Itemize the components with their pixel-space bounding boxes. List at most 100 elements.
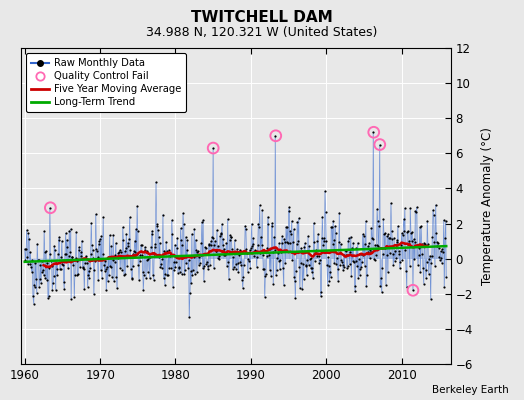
Point <box>319 242 328 248</box>
Point <box>376 141 384 148</box>
Point <box>261 272 269 279</box>
Point <box>423 218 432 224</box>
Point <box>89 255 97 261</box>
Point <box>326 274 335 280</box>
Point <box>382 281 390 288</box>
Point <box>242 226 250 232</box>
Point <box>77 249 85 256</box>
Point <box>279 282 288 288</box>
Point <box>297 245 305 251</box>
Point <box>267 273 275 279</box>
Point <box>112 240 120 246</box>
Point <box>183 236 192 243</box>
Point <box>29 293 37 300</box>
Point <box>331 223 339 229</box>
Point <box>385 235 394 241</box>
Point <box>226 234 235 240</box>
Legend: Raw Monthly Data, Quality Control Fail, Five Year Moving Average, Long-Term Tren: Raw Monthly Data, Quality Control Fail, … <box>26 53 187 112</box>
Point <box>302 272 311 278</box>
Point <box>84 272 92 278</box>
Point <box>434 245 443 251</box>
Point <box>337 257 345 264</box>
Point <box>196 260 204 266</box>
Point <box>377 289 386 295</box>
Point <box>377 275 385 282</box>
Point <box>165 265 173 271</box>
Point <box>259 252 267 258</box>
Point <box>405 238 413 244</box>
Point <box>414 262 422 268</box>
Point <box>411 208 420 214</box>
Point <box>299 261 307 268</box>
Point <box>274 250 282 256</box>
Point <box>321 188 329 194</box>
Point <box>348 258 357 264</box>
Point <box>193 249 202 255</box>
Point <box>438 246 446 252</box>
Point <box>442 274 451 280</box>
Point <box>136 258 145 264</box>
Point <box>344 238 353 244</box>
Point <box>247 245 255 251</box>
Point <box>215 252 223 259</box>
Point <box>222 240 231 246</box>
Point <box>57 266 65 272</box>
Point <box>129 251 138 257</box>
Point <box>260 294 269 300</box>
Point <box>329 240 337 247</box>
Point <box>55 234 63 240</box>
Point <box>110 278 118 284</box>
Point <box>305 243 313 249</box>
Point <box>415 245 423 252</box>
Point <box>400 205 409 212</box>
Point <box>28 257 37 263</box>
Point <box>354 239 362 246</box>
Point <box>417 223 425 230</box>
Point <box>281 260 290 266</box>
Point <box>430 212 438 218</box>
Point <box>74 270 82 277</box>
Point <box>42 248 50 254</box>
Point <box>278 233 287 240</box>
Point <box>421 241 429 248</box>
Point <box>127 266 135 273</box>
Point <box>416 224 424 230</box>
Point <box>333 266 342 272</box>
Point <box>380 230 388 237</box>
Point <box>370 256 378 262</box>
Point <box>323 282 332 288</box>
Point <box>198 219 206 226</box>
Point <box>132 226 140 232</box>
Point <box>179 210 187 216</box>
Point <box>288 218 296 224</box>
Point <box>273 254 281 261</box>
Point <box>216 230 225 237</box>
Point <box>47 258 56 264</box>
Point <box>185 314 193 320</box>
Point <box>136 252 144 258</box>
Point <box>392 239 401 245</box>
Point <box>59 262 67 268</box>
Point <box>217 230 225 236</box>
Point <box>143 248 151 254</box>
Point <box>372 252 380 258</box>
Point <box>352 245 361 251</box>
Point <box>184 257 193 264</box>
Point <box>52 260 60 267</box>
Point <box>85 274 94 281</box>
Point <box>204 266 212 272</box>
Point <box>323 262 331 269</box>
Point <box>389 262 398 269</box>
Point <box>286 240 294 246</box>
Point <box>282 224 290 230</box>
Point <box>409 287 417 294</box>
Point <box>234 260 242 266</box>
Point <box>436 248 445 254</box>
Point <box>257 242 266 248</box>
Point <box>422 274 430 281</box>
Point <box>67 296 75 302</box>
Point <box>315 260 323 266</box>
Point <box>231 237 239 243</box>
Point <box>313 252 321 259</box>
Point <box>396 259 405 265</box>
